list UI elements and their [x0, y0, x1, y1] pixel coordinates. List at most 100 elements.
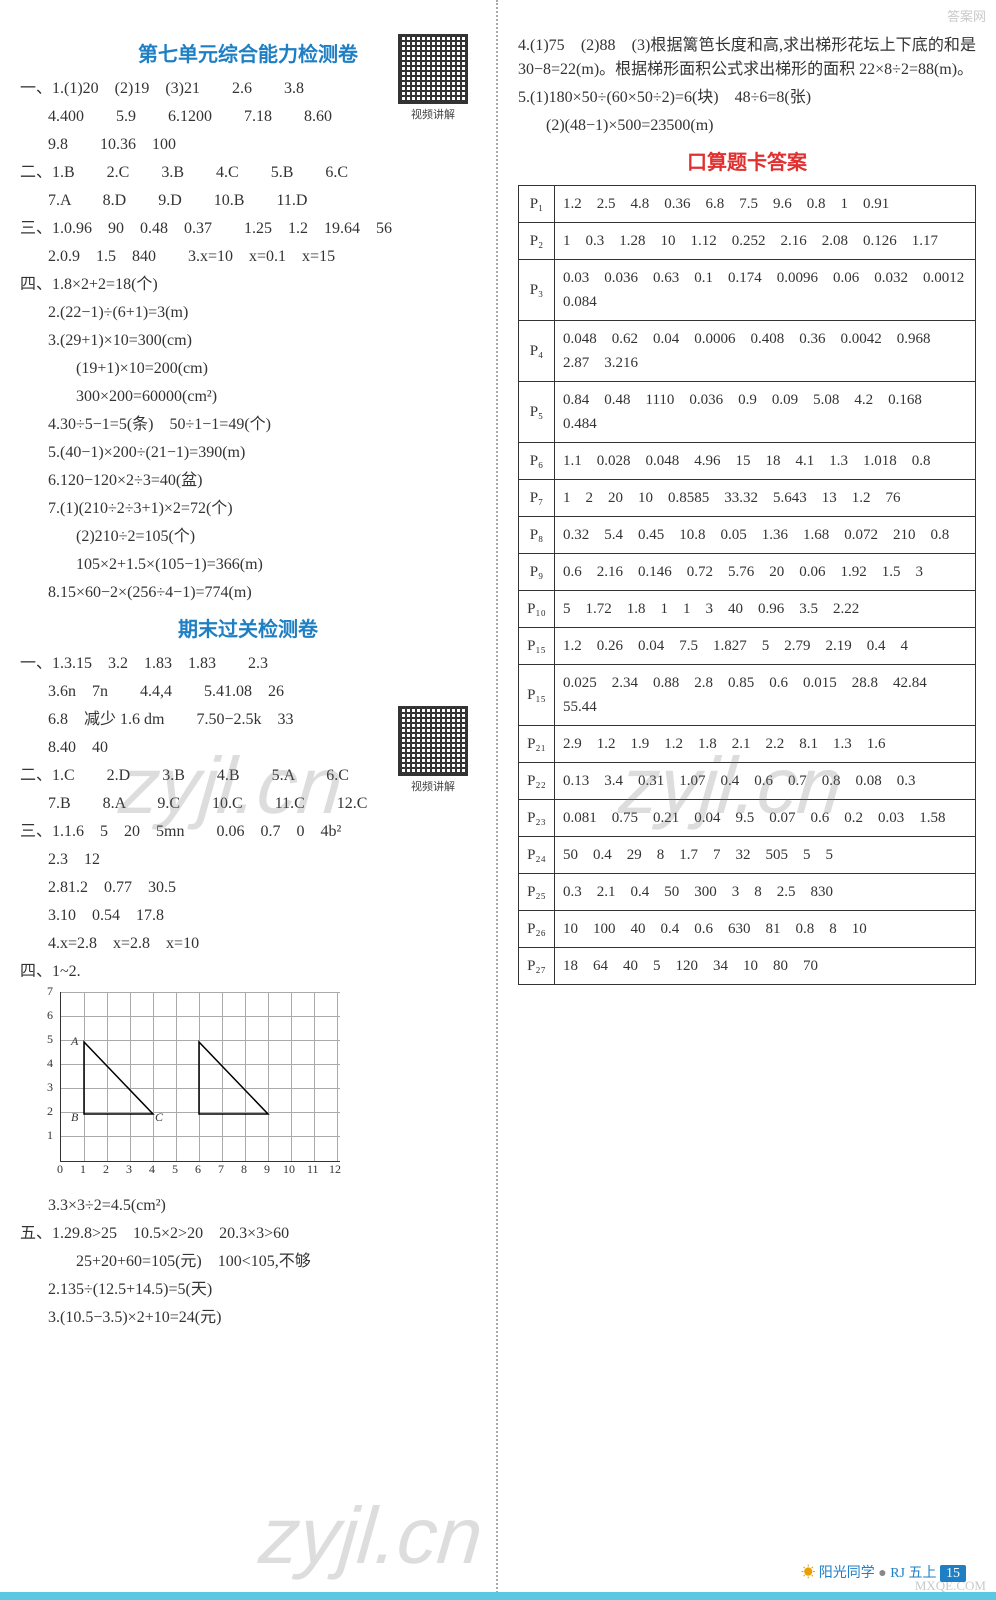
- answer-line: 8.15×60−2×(256÷4−1)=774(m): [20, 581, 476, 605]
- page-ref-cell: P₉: [519, 554, 555, 591]
- answer-line: (19+1)×10=200(cm): [20, 357, 476, 381]
- answer-line: 4.(1)75 (2)88 (3)根据篱笆长度和高,求出梯形花坛上下底的和是 3…: [518, 34, 976, 82]
- answers-cell: 50 0.4 29 8 1.7 7 32 505 5 5: [555, 837, 976, 874]
- answer-line: 三、1.1.6 5 20 5mn 0.06 0.7 0 4b²: [20, 820, 476, 844]
- answers-cell: 5 1.72 1.8 1 1 3 40 0.96 3.5 2.22: [555, 591, 976, 628]
- footer-code: RJ 五上: [890, 1566, 936, 1581]
- answers-cell: 1.1 0.028 0.048 4.96 15 18 4.1 1.3 1.018…: [555, 443, 976, 480]
- answer-line: 一、1.3.15 3.2 1.83 1.83 2.3: [20, 652, 476, 676]
- left-column: 视频讲解 第七单元综合能力检测卷 一、1.(1)20 (2)19 (3)21 2…: [0, 0, 498, 1600]
- answers-cell: 1.2 0.26 0.04 7.5 1.827 5 2.79 2.19 0.4 …: [555, 628, 976, 665]
- page-footer: ☀ 阳光同学 ● RJ 五上 15: [801, 1562, 966, 1582]
- answer-line: 3.(10.5−3.5)×2+10=24(元): [20, 1306, 476, 1330]
- page-ref-cell: P₂₆: [519, 911, 555, 948]
- page-ref-cell: P₁₀: [519, 591, 555, 628]
- table-row: P₅0.84 0.48 1110 0.036 0.9 0.09 5.08 4.2…: [519, 382, 976, 443]
- answer-line: 2.(22−1)÷(6+1)=3(m): [20, 301, 476, 325]
- answer-line: 2.3 12: [20, 848, 476, 872]
- answer-line: 6.120−120×2÷3=40(盆): [20, 469, 476, 493]
- answer-line: 105×2+1.5×(105−1)=366(m): [20, 553, 476, 577]
- answer-line: 4.x=2.8 x=2.8 x=10: [20, 932, 476, 956]
- x-tick: 0: [57, 1162, 63, 1177]
- answers-cell: 10 100 40 0.4 0.6 630 81 0.8 8 10: [555, 911, 976, 948]
- page-ref-cell: P₆: [519, 443, 555, 480]
- answer-line: 三、1.0.96 90 0.48 0.37 1.25 1.2 19.64 56: [20, 217, 476, 241]
- x-tick: 6: [195, 1162, 201, 1177]
- table-row: P₁₅1.2 0.26 0.04 7.5 1.827 5 2.79 2.19 0…: [519, 628, 976, 665]
- page-ref-cell: P₁₅: [519, 628, 555, 665]
- point-label-c: C: [155, 1110, 163, 1125]
- x-tick: 12: [329, 1162, 341, 1177]
- answer-line: 4.30÷5−1=5(条) 50÷1−1=49(个): [20, 413, 476, 437]
- right-column: 4.(1)75 (2)88 (3)根据篱笆长度和高,求出梯形花坛上下底的和是 3…: [498, 0, 996, 1600]
- answers-cell: 1 2 20 10 0.8585 33.32 5.643 13 1.2 76: [555, 480, 976, 517]
- page-ref-cell: P₁₅: [519, 665, 555, 726]
- table-row: P₉0.6 2.16 0.146 0.72 5.76 20 0.06 1.92 …: [519, 554, 976, 591]
- answers-cell: 1.2 2.5 4.8 0.36 6.8 7.5 9.6 0.8 1 0.91: [555, 186, 976, 223]
- y-tick: 7: [47, 984, 53, 999]
- page-ref-cell: P₂₄: [519, 837, 555, 874]
- answer-line: (2)(48−1)×500=23500(m): [518, 114, 976, 138]
- answer-line: (2)210÷2=105(个): [20, 525, 476, 549]
- page-ref-cell: P₂: [519, 223, 555, 260]
- page-ref-cell: P₂₅: [519, 874, 555, 911]
- answer-line: 5.(1)180×50÷(60×50÷2)=6(块) 48÷6=8(张): [518, 86, 976, 110]
- footer-brand: 阳光同学: [819, 1566, 875, 1581]
- table-row: P₂₆10 100 40 0.4 0.6 630 81 0.8 8 10: [519, 911, 976, 948]
- coordinate-graph: A B C 1 2 3 4 5 6 7 0 1 2 3 4 5 6 7 8 9 …: [60, 992, 340, 1162]
- table-row: P₈0.32 5.4 0.45 10.8 0.05 1.36 1.68 0.07…: [519, 517, 976, 554]
- x-tick: 7: [218, 1162, 224, 1177]
- answer-line: 7.A 8.D 9.D 10.B 11.D: [20, 189, 476, 213]
- answer-line: 2.0.9 1.5 840 3.x=10 x=0.1 x=15: [20, 245, 476, 269]
- answers-cell: 0.84 0.48 1110 0.036 0.9 0.09 5.08 4.2 0…: [555, 382, 976, 443]
- table-row: P₂₅0.3 2.1 0.4 50 300 3 8 2.5 830: [519, 874, 976, 911]
- table-row: P₂₄50 0.4 29 8 1.7 7 32 505 5 5: [519, 837, 976, 874]
- page-ref-cell: P₁: [519, 186, 555, 223]
- page-ref-cell: P₂₃: [519, 800, 555, 837]
- answers-cell: 0.6 2.16 0.146 0.72 5.76 20 0.06 1.92 1.…: [555, 554, 976, 591]
- x-tick: 4: [149, 1162, 155, 1177]
- x-tick: 8: [241, 1162, 247, 1177]
- table-row: P₂₇18 64 40 5 120 34 10 80 70: [519, 948, 976, 985]
- page-ref-cell: P₇: [519, 480, 555, 517]
- answer-line: 四、1.8×2+2=18(个): [20, 273, 476, 297]
- kousuan-table: P₁1.2 2.5 4.8 0.36 6.8 7.5 9.6 0.8 1 0.9…: [518, 185, 976, 985]
- answers-cell: 0.081 0.75 0.21 0.04 9.5 0.07 0.6 0.2 0.…: [555, 800, 976, 837]
- answer-line: 25+20+60=105(元) 100<105,不够: [20, 1250, 476, 1274]
- y-tick: 6: [47, 1008, 53, 1023]
- kousuan-title: 口算题卡答案: [518, 146, 976, 175]
- answers-cell: 2.9 1.2 1.9 1.2 1.8 2.1 2.2 8.1 1.3 1.6: [555, 726, 976, 763]
- qr-label-1: 视频讲解: [398, 106, 468, 122]
- answer-line: 3.10 0.54 17.8: [20, 904, 476, 928]
- table-row: P₁1.2 2.5 4.8 0.36 6.8 7.5 9.6 0.8 1 0.9…: [519, 186, 976, 223]
- point-label-b: B: [71, 1110, 78, 1125]
- answers-cell: 0.32 5.4 0.45 10.8 0.05 1.36 1.68 0.072 …: [555, 517, 976, 554]
- answers-cell: 0.048 0.62 0.04 0.0006 0.408 0.36 0.0042…: [555, 321, 976, 382]
- section-4-header: 四、1~2.: [20, 960, 476, 984]
- x-tick: 2: [103, 1162, 109, 1177]
- table-row: P₇1 2 20 10 0.8585 33.32 5.643 13 1.2 76: [519, 480, 976, 517]
- qr-code-2: [398, 706, 468, 776]
- answers-cell: 18 64 40 5 120 34 10 80 70: [555, 948, 976, 985]
- y-tick: 1: [47, 1128, 53, 1143]
- x-tick: 3: [126, 1162, 132, 1177]
- corner-watermark: 答案网: [947, 6, 986, 25]
- answer-line: 3.(29+1)×10=300(cm): [20, 329, 476, 353]
- page-ref-cell: P₈: [519, 517, 555, 554]
- answer-line: 7.B 8.A 9.C 10.C 11.C 12.C: [20, 792, 476, 816]
- x-tick: 5: [172, 1162, 178, 1177]
- answers-cell: 0.13 3.4 0.31 1.07 0.4 0.6 0.7 0.8 0.08 …: [555, 763, 976, 800]
- y-tick: 3: [47, 1080, 53, 1095]
- table-row: P₄0.048 0.62 0.04 0.0006 0.408 0.36 0.00…: [519, 321, 976, 382]
- y-tick: 4: [47, 1056, 53, 1071]
- answers-cell: 0.03 0.036 0.63 0.1 0.174 0.0096 0.06 0.…: [555, 260, 976, 321]
- answer-line: 2.81.2 0.77 30.5: [20, 876, 476, 900]
- x-tick: 9: [264, 1162, 270, 1177]
- answers-cell: 1 0.3 1.28 10 1.12 0.252 2.16 2.08 0.126…: [555, 223, 976, 260]
- qr-code-1: [398, 34, 468, 104]
- page-ref-cell: P₂₇: [519, 948, 555, 985]
- answer-line: 3.6n 7n 4.4,4 5.41.08 26: [20, 680, 476, 704]
- table-row: P₂₁2.9 1.2 1.9 1.2 1.8 2.1 2.2 8.1 1.3 1…: [519, 726, 976, 763]
- table-row: P₂₂0.13 3.4 0.31 1.07 0.4 0.6 0.7 0.8 0.…: [519, 763, 976, 800]
- page-ref-cell: P₂₂: [519, 763, 555, 800]
